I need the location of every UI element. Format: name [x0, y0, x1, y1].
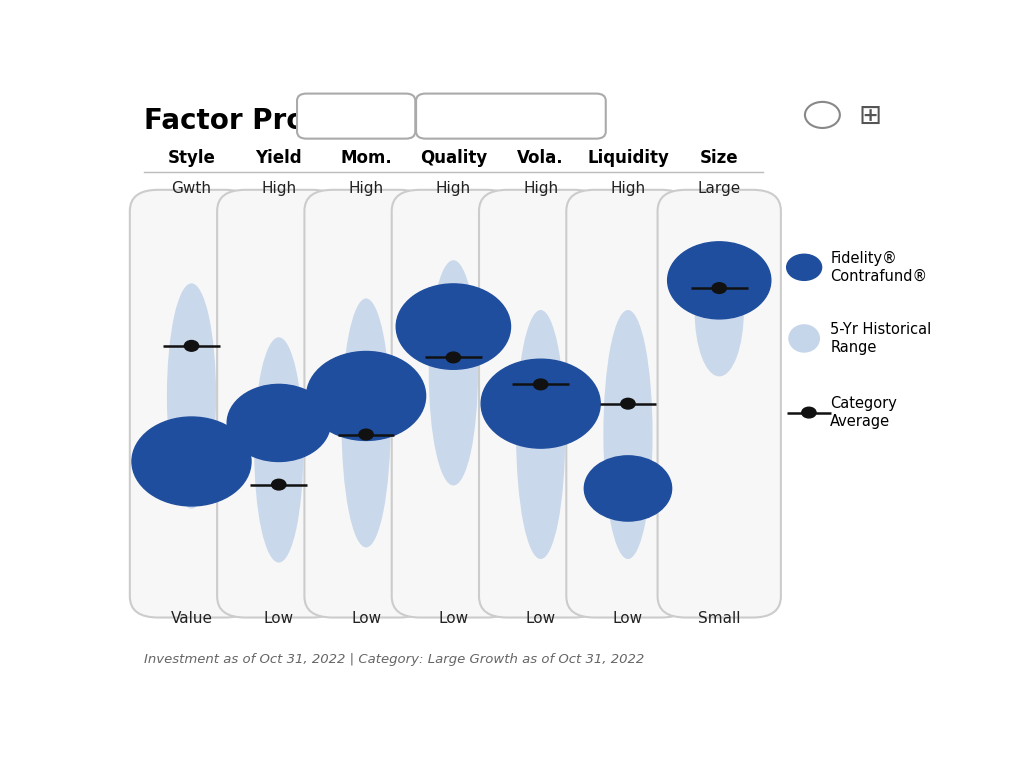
- Ellipse shape: [788, 324, 820, 353]
- Text: Small: Small: [698, 611, 740, 626]
- Circle shape: [227, 384, 331, 461]
- Circle shape: [802, 407, 816, 418]
- Ellipse shape: [341, 299, 391, 547]
- FancyBboxPatch shape: [297, 94, 416, 139]
- Circle shape: [621, 398, 635, 409]
- Text: Mom.: Mom.: [340, 149, 392, 166]
- Text: Fidelity®
Contrafund®: Fidelity® Contrafund®: [830, 251, 928, 283]
- Circle shape: [271, 479, 286, 490]
- Circle shape: [805, 102, 840, 128]
- Text: Investment as of Oct 31, 2022 | Category: Large Growth as of Oct 31, 2022: Investment as of Oct 31, 2022 | Category…: [143, 653, 644, 666]
- Text: Low: Low: [438, 611, 468, 626]
- FancyBboxPatch shape: [657, 190, 781, 618]
- Text: Gwth: Gwth: [171, 181, 212, 196]
- FancyBboxPatch shape: [392, 190, 515, 618]
- Text: Category
Average: Category Average: [830, 397, 897, 429]
- Ellipse shape: [254, 337, 303, 563]
- Text: Size: Size: [700, 149, 738, 166]
- Text: High: High: [523, 181, 558, 196]
- Text: Large: Large: [697, 181, 740, 196]
- Circle shape: [534, 379, 548, 390]
- Text: i: i: [820, 109, 824, 124]
- Circle shape: [668, 242, 771, 319]
- Text: High: High: [610, 181, 645, 196]
- FancyBboxPatch shape: [217, 190, 340, 618]
- Text: Value: Value: [170, 611, 213, 626]
- Text: 5-Yr  ⌄: 5-Yr ⌄: [333, 109, 380, 123]
- Text: Yield: Yield: [255, 149, 302, 166]
- Ellipse shape: [694, 246, 743, 377]
- Text: Style: Style: [168, 149, 215, 166]
- Ellipse shape: [429, 260, 478, 486]
- Ellipse shape: [167, 283, 216, 509]
- Circle shape: [446, 352, 461, 363]
- Text: High: High: [436, 181, 471, 196]
- Circle shape: [306, 351, 426, 440]
- Text: Quality: Quality: [420, 149, 487, 166]
- Text: Low: Low: [613, 611, 643, 626]
- Text: Low: Low: [351, 611, 381, 626]
- FancyBboxPatch shape: [566, 190, 689, 618]
- Circle shape: [786, 254, 821, 280]
- Ellipse shape: [603, 310, 652, 559]
- Text: Low: Low: [264, 611, 294, 626]
- Text: Vola.: Vola.: [517, 149, 564, 166]
- Text: Factor Profile: Factor Profile: [143, 107, 355, 136]
- Circle shape: [396, 284, 511, 370]
- FancyBboxPatch shape: [479, 190, 602, 618]
- Circle shape: [359, 429, 373, 440]
- Text: 5-Yr Historical
Range: 5-Yr Historical Range: [830, 323, 932, 355]
- Circle shape: [132, 417, 251, 506]
- FancyBboxPatch shape: [416, 94, 606, 139]
- Text: High: High: [261, 181, 296, 196]
- FancyBboxPatch shape: [304, 190, 428, 618]
- Text: Liquidity: Liquidity: [587, 149, 669, 166]
- FancyBboxPatch shape: [130, 190, 253, 618]
- Text: ⊞: ⊞: [858, 102, 882, 130]
- Circle shape: [184, 340, 199, 351]
- Text: High: High: [348, 181, 384, 196]
- Text: vs. Category %  ⌄: vs. Category % ⌄: [449, 109, 573, 123]
- Ellipse shape: [516, 310, 565, 559]
- Circle shape: [585, 456, 672, 521]
- Text: Low: Low: [525, 611, 556, 626]
- Circle shape: [712, 283, 726, 293]
- Circle shape: [481, 359, 600, 448]
